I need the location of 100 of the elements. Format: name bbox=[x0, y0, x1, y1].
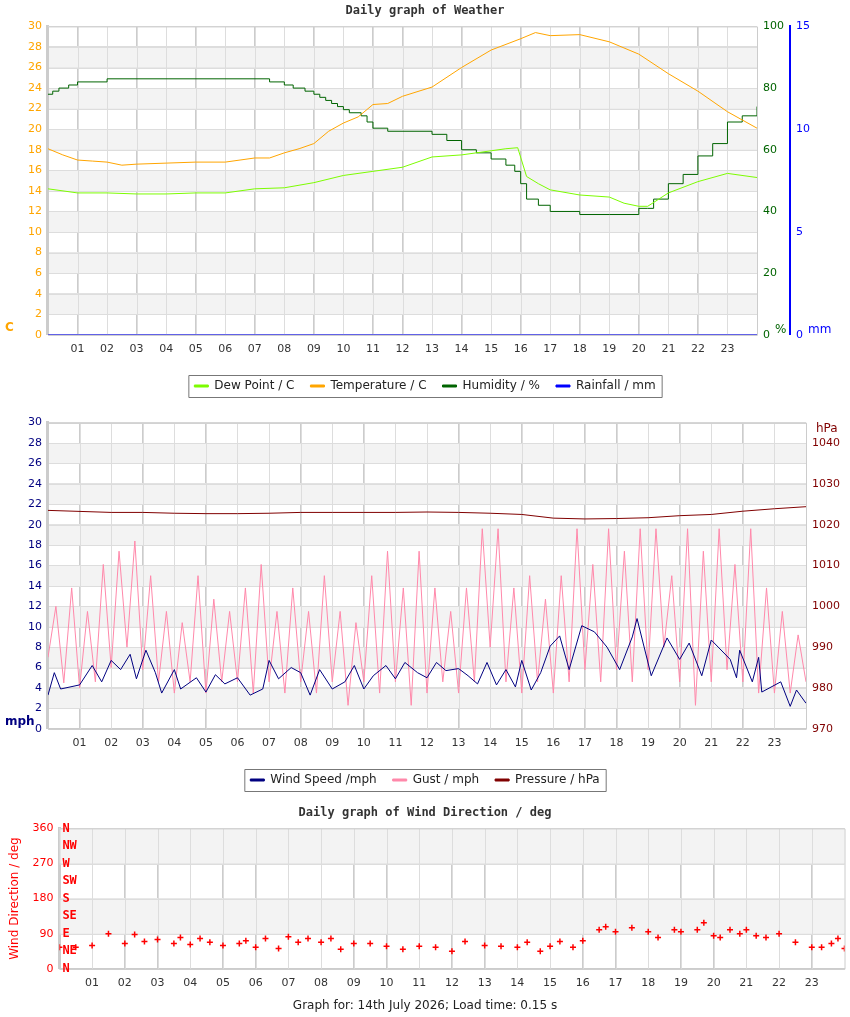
x-tick-label: 05 bbox=[198, 736, 213, 750]
chart-title: Daily graph of Weather bbox=[345, 3, 505, 18]
y2-axis-title: hPa bbox=[816, 420, 838, 435]
x-tick-label: 12 bbox=[444, 976, 459, 990]
x-tick-label: 06 bbox=[218, 342, 233, 356]
y-tick-label: 10 bbox=[28, 619, 42, 633]
y2-tick-label: 970 bbox=[812, 721, 834, 735]
legend-label: Wind Speed /mph bbox=[270, 772, 377, 787]
y-tick-label: 8 bbox=[35, 245, 42, 259]
y-tick-label: 18 bbox=[28, 537, 42, 551]
y-tick-label: 2 bbox=[35, 307, 42, 321]
legend-label: Rainfall / mm bbox=[575, 378, 656, 393]
y-tick-label: 270 bbox=[32, 856, 54, 870]
y2-tick-label: 20 bbox=[763, 265, 778, 279]
y-tick-label: 28 bbox=[28, 39, 42, 53]
y3-axis-title: mm bbox=[808, 321, 832, 336]
x-tick-label: 01 bbox=[72, 736, 87, 750]
x-tick-label: 10 bbox=[336, 342, 351, 356]
y-tick-label: 22 bbox=[28, 497, 42, 511]
y-tick-label: 360 bbox=[32, 821, 54, 835]
y2-tick-label: 0 bbox=[763, 327, 771, 341]
x-tick-label: 23 bbox=[767, 736, 782, 750]
y2-tick-label: 1010 bbox=[812, 558, 841, 572]
x-tick-label: 22 bbox=[772, 976, 787, 990]
chart-title: Daily graph of Wind Direction / deg bbox=[298, 805, 552, 820]
y2-tick-label: 1040 bbox=[812, 435, 841, 449]
y-tick-label: 26 bbox=[28, 60, 42, 74]
x-tick-label: 03 bbox=[150, 976, 165, 990]
y-tick-label: 24 bbox=[28, 80, 42, 94]
y-tick-label: 4 bbox=[35, 680, 42, 694]
x-tick-label: 16 bbox=[575, 976, 590, 990]
x-tick-label: 04 bbox=[183, 976, 198, 990]
x-tick-label: 08 bbox=[293, 736, 308, 750]
y-tick-label: 6 bbox=[35, 265, 42, 279]
y3-tick-label: 15 bbox=[796, 19, 810, 33]
x-tick-label: 15 bbox=[543, 976, 558, 990]
x-tick-label: 21 bbox=[739, 976, 754, 990]
x-tick-label: 22 bbox=[735, 736, 750, 750]
x-tick-label: 08 bbox=[314, 976, 329, 990]
y2-tick-label: 990 bbox=[812, 640, 834, 654]
x-tick-label: 06 bbox=[230, 736, 245, 750]
x-tick-label: 11 bbox=[388, 736, 403, 750]
x-tick-label: 02 bbox=[100, 342, 115, 356]
annotation: NW bbox=[62, 838, 78, 853]
x-tick-label: 05 bbox=[188, 342, 203, 356]
x-tick-label: 21 bbox=[704, 736, 719, 750]
annotation: E bbox=[62, 925, 70, 940]
x-tick-label: 01 bbox=[70, 342, 85, 356]
y3-tick-label: 5 bbox=[796, 224, 803, 238]
y-tick-label: 14 bbox=[28, 183, 42, 197]
y-tick-label: 22 bbox=[28, 101, 42, 115]
x-tick-label: 07 bbox=[262, 736, 277, 750]
y-tick-label: 0 bbox=[35, 721, 42, 735]
x-tick-label: 22 bbox=[690, 342, 705, 356]
annotation: SW bbox=[62, 873, 78, 888]
annotation: N bbox=[62, 960, 70, 975]
legend-label: Dew Point / C bbox=[214, 378, 295, 393]
annotation: W bbox=[62, 855, 71, 870]
y2-tick-label: 40 bbox=[763, 204, 778, 218]
y2-tick-label: 80 bbox=[763, 80, 778, 94]
y2-tick-label: 980 bbox=[812, 680, 834, 694]
annotation: S bbox=[62, 890, 70, 905]
x-tick-label: 04 bbox=[167, 736, 182, 750]
y-tick-label: 30 bbox=[28, 19, 42, 33]
x-tick-label: 02 bbox=[117, 976, 132, 990]
y3-tick-label: 0 bbox=[796, 327, 803, 341]
x-tick-label: 20 bbox=[672, 736, 687, 750]
x-tick-label: 03 bbox=[135, 736, 150, 750]
x-tick-label: 16 bbox=[546, 736, 561, 750]
x-tick-label: 20 bbox=[631, 342, 646, 356]
x-tick-label: 11 bbox=[365, 342, 380, 356]
y-tick-label: 8 bbox=[35, 640, 42, 654]
x-tick-label: 14 bbox=[454, 342, 469, 356]
legend-label: Temperature / C bbox=[329, 378, 427, 393]
x-tick-label: 14 bbox=[483, 736, 498, 750]
x-tick-label: 16 bbox=[513, 342, 528, 356]
y-tick-label: 16 bbox=[28, 163, 42, 177]
legend-label: Gust / mph bbox=[412, 772, 480, 787]
legend-label: Pressure / hPa bbox=[515, 772, 600, 787]
y-tick-label: 90 bbox=[39, 926, 54, 940]
x-tick-label: 19 bbox=[641, 736, 656, 750]
x-tick-label: 07 bbox=[247, 342, 262, 356]
y2-tick-label: 60 bbox=[763, 142, 778, 156]
y-tick-label: 0 bbox=[35, 327, 42, 341]
x-tick-label: 17 bbox=[608, 976, 623, 990]
y-axis-title: mph bbox=[5, 713, 35, 728]
x-tick-label: 15 bbox=[484, 342, 499, 356]
x-tick-label: 10 bbox=[356, 736, 371, 750]
x-tick-label: 09 bbox=[306, 342, 321, 356]
x-tick-label: 02 bbox=[104, 736, 119, 750]
x-tick-label: 12 bbox=[420, 736, 434, 750]
x-tick-label: 04 bbox=[159, 342, 174, 356]
y-tick-label: 18 bbox=[28, 142, 42, 156]
x-tick-label: 06 bbox=[248, 976, 263, 990]
x-tick-label: 07 bbox=[281, 976, 296, 990]
x-tick-label: 17 bbox=[577, 736, 592, 750]
x-tick-label: 01 bbox=[85, 976, 100, 990]
y2-tick-label: 100 bbox=[763, 19, 785, 33]
x-tick-label: 14 bbox=[510, 976, 525, 990]
x-tick-label: 18 bbox=[572, 342, 587, 356]
